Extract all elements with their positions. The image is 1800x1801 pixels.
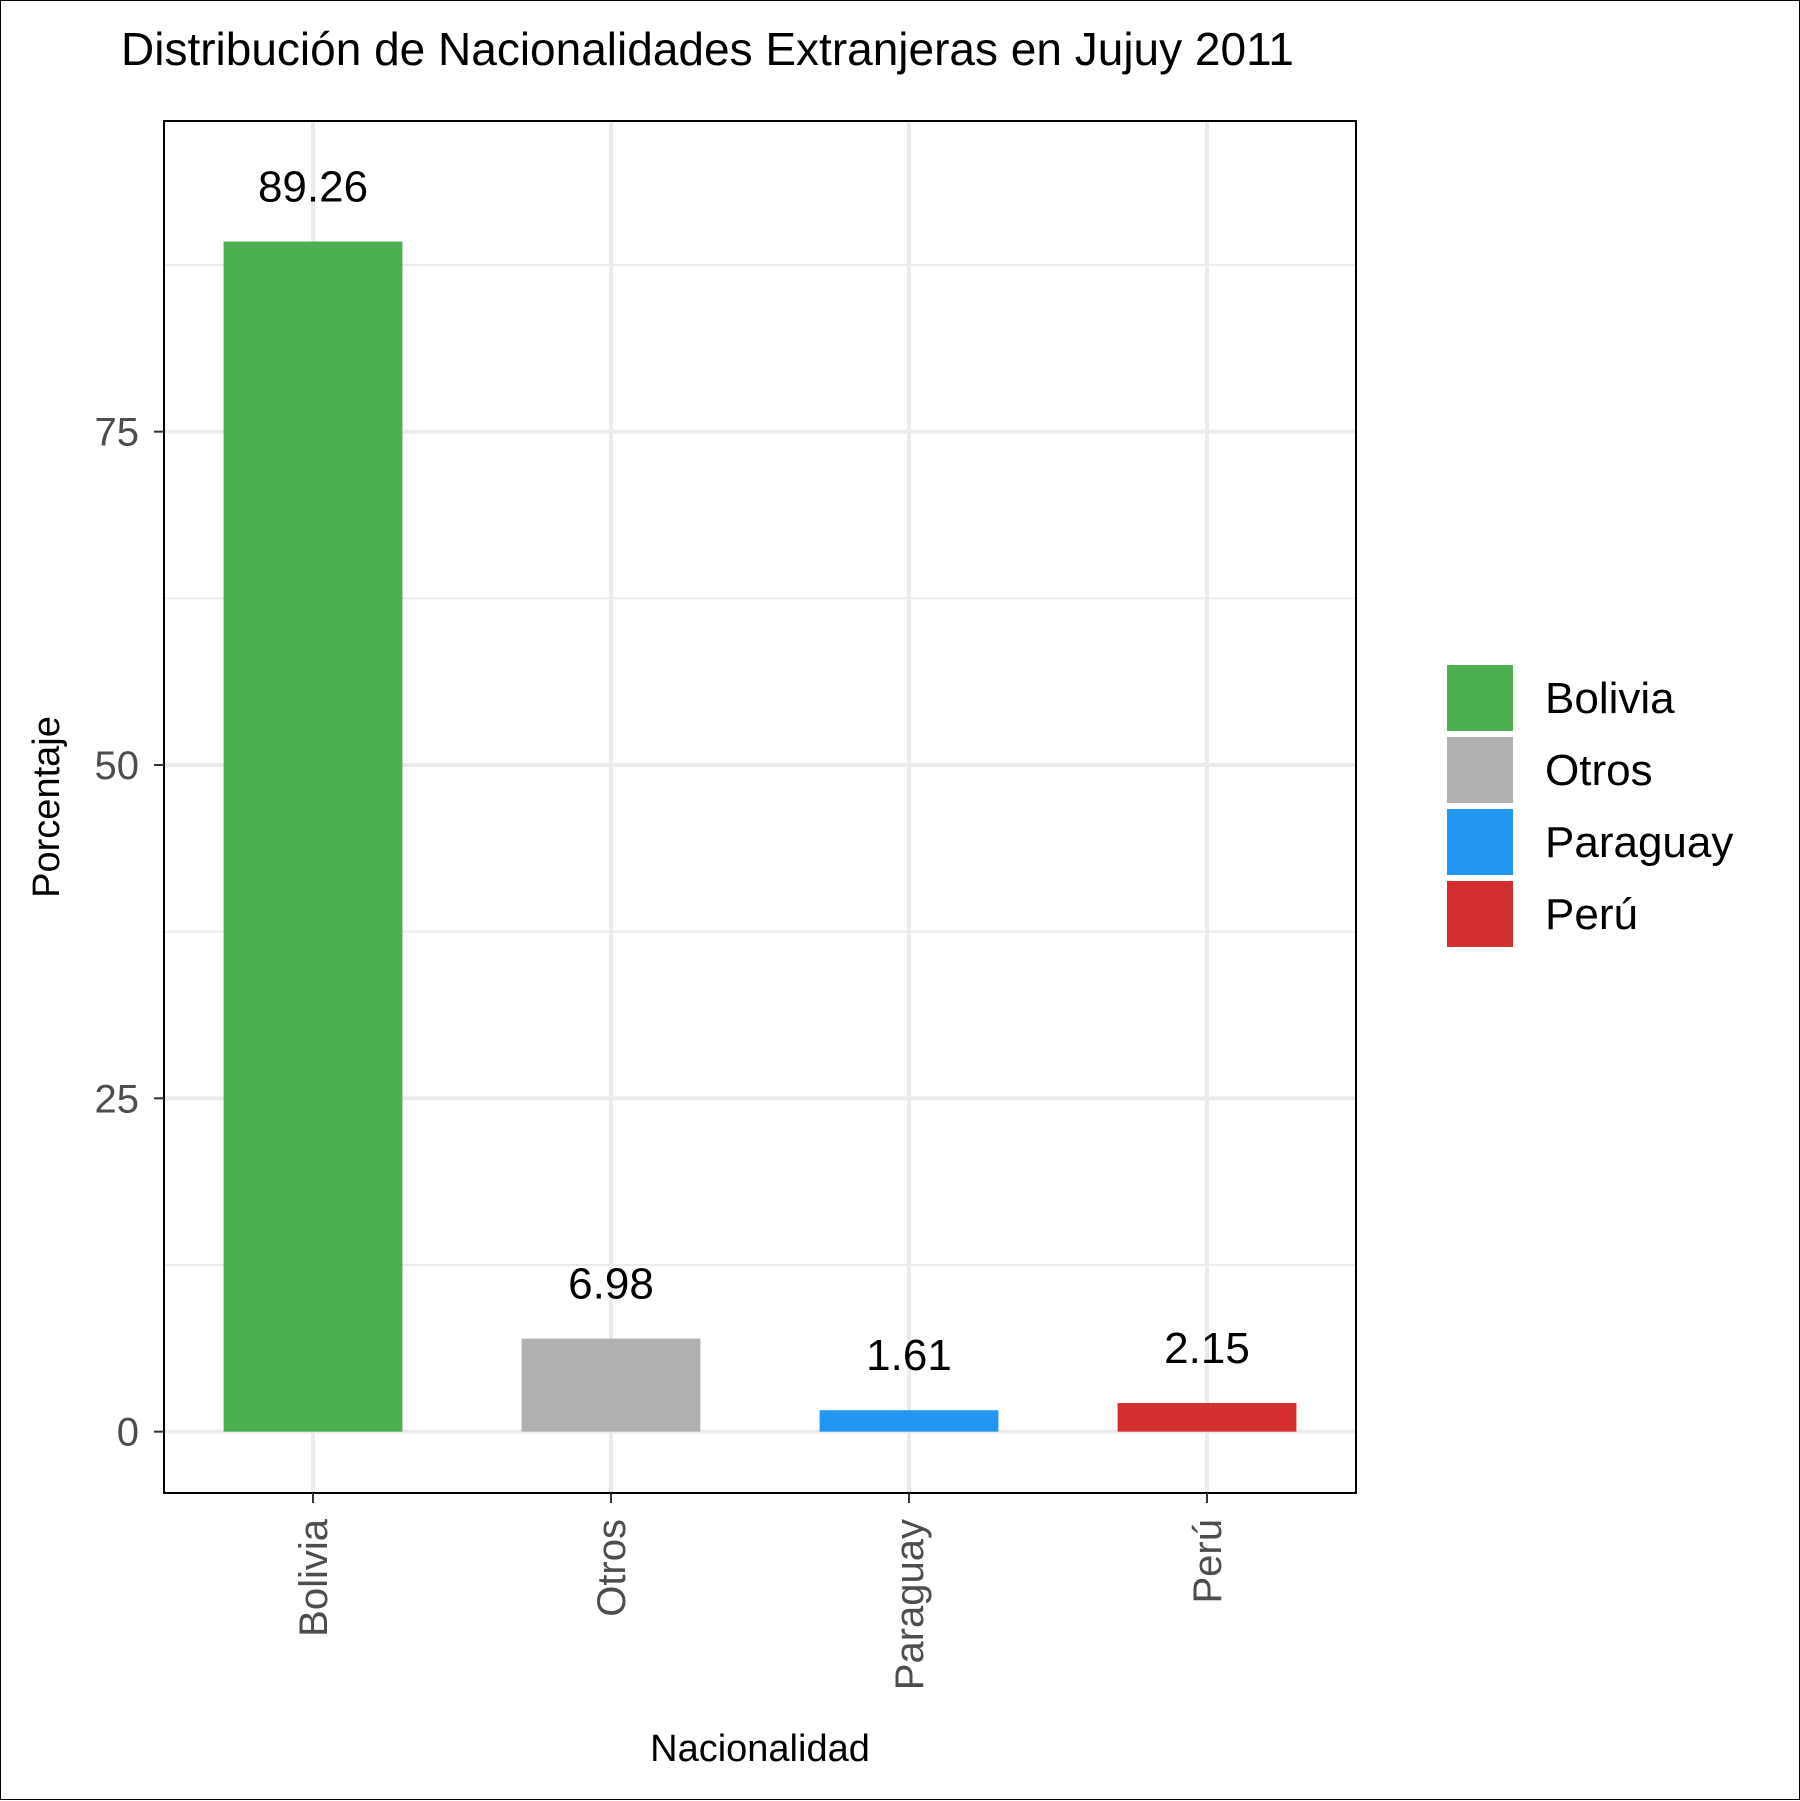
legend-label: Otros xyxy=(1545,746,1653,795)
data-label: 89.26 xyxy=(258,163,368,212)
plot-panel-border xyxy=(163,120,1357,1494)
y-tick-label: 25 xyxy=(95,1077,140,1121)
y-axis-ticks: 0 25 50 75 xyxy=(95,411,164,1455)
legend-label: Paraguay xyxy=(1545,818,1733,867)
y-axis-title: Porcentaje xyxy=(26,716,68,898)
x-tick-label: Perú xyxy=(1186,1519,1230,1604)
legend-key-bolivia xyxy=(1447,665,1513,731)
legend-label: Perú xyxy=(1545,890,1638,939)
x-axis-title: Nacionalidad xyxy=(650,1728,870,1770)
x-axis-ticks: Bolivia Otros Paraguay Perú xyxy=(292,1493,1230,1690)
chart-title: Distribución de Nacionalidades Extranjer… xyxy=(121,23,1294,75)
legend-label: Bolivia xyxy=(1545,674,1675,723)
data-label: 1.61 xyxy=(866,1331,952,1380)
x-tick-label: Paraguay xyxy=(888,1519,932,1690)
legend-key-perú xyxy=(1447,881,1513,947)
bar-perú xyxy=(1117,1403,1297,1432)
legend: Bolivia Otros Paraguay Perú xyxy=(1447,665,1733,947)
y-tick-label: 0 xyxy=(117,1411,139,1455)
x-tick-label: Bolivia xyxy=(292,1518,336,1637)
bars xyxy=(223,241,1297,1432)
legend-key-paraguay xyxy=(1447,809,1513,875)
legend-key-otros xyxy=(1447,737,1513,803)
y-tick-label: 75 xyxy=(95,411,140,455)
bar-otros xyxy=(521,1338,701,1432)
bar-bolivia xyxy=(223,241,403,1432)
data-labels: 89.26 6.98 1.61 2.15 xyxy=(258,163,1250,1381)
x-tick-label: Otros xyxy=(590,1519,634,1617)
data-label: 2.15 xyxy=(1164,1324,1250,1373)
y-tick-label: 50 xyxy=(95,744,140,788)
bar-paraguay xyxy=(819,1410,999,1432)
data-label: 6.98 xyxy=(568,1260,654,1309)
